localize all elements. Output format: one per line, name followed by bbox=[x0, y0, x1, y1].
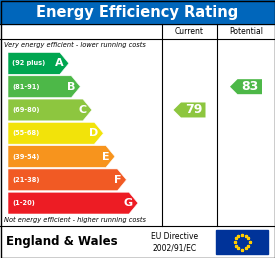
Text: F: F bbox=[114, 175, 122, 185]
Polygon shape bbox=[8, 122, 103, 144]
Text: E: E bbox=[102, 151, 110, 162]
Text: Potential: Potential bbox=[229, 27, 263, 36]
Text: Energy Efficiency Rating: Energy Efficiency Rating bbox=[36, 4, 239, 20]
Text: D: D bbox=[89, 128, 98, 138]
Text: (1-20): (1-20) bbox=[12, 200, 35, 206]
Polygon shape bbox=[8, 52, 69, 74]
Text: Current: Current bbox=[175, 27, 204, 36]
Polygon shape bbox=[230, 79, 262, 94]
Bar bbox=[0, 0, 275, 24]
Text: (92 plus): (92 plus) bbox=[12, 60, 45, 66]
Polygon shape bbox=[8, 146, 115, 167]
Bar bbox=[216, 230, 268, 254]
Text: Very energy efficient - lower running costs: Very energy efficient - lower running co… bbox=[4, 42, 146, 48]
Text: G: G bbox=[124, 198, 133, 208]
Text: (81-91): (81-91) bbox=[12, 84, 40, 90]
Polygon shape bbox=[8, 99, 92, 121]
Polygon shape bbox=[174, 102, 205, 117]
Polygon shape bbox=[8, 76, 80, 98]
Text: EU Directive
2002/91/EC: EU Directive 2002/91/EC bbox=[152, 232, 199, 252]
Text: 83: 83 bbox=[241, 80, 258, 93]
Text: (39-54): (39-54) bbox=[12, 154, 39, 159]
Text: (69-80): (69-80) bbox=[12, 107, 40, 113]
Text: B: B bbox=[67, 82, 75, 92]
Polygon shape bbox=[8, 169, 126, 191]
Text: 79: 79 bbox=[185, 103, 202, 116]
Polygon shape bbox=[8, 192, 138, 214]
Text: C: C bbox=[79, 105, 87, 115]
Text: A: A bbox=[55, 58, 64, 68]
Text: England & Wales: England & Wales bbox=[6, 236, 118, 248]
Text: Not energy efficient - higher running costs: Not energy efficient - higher running co… bbox=[4, 217, 146, 223]
Text: (21-38): (21-38) bbox=[12, 177, 40, 183]
Text: (55-68): (55-68) bbox=[12, 130, 39, 136]
